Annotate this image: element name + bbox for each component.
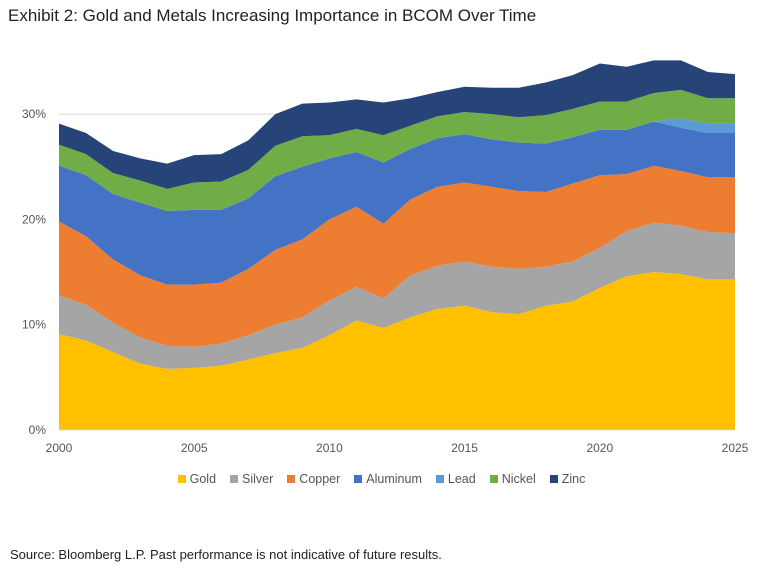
x-tick-label: 2005 — [181, 441, 208, 455]
legend-swatch — [435, 475, 444, 483]
x-tick-label: 2020 — [586, 441, 613, 455]
area-zinc — [59, 60, 735, 189]
legend-item-gold: Gold — [177, 472, 217, 486]
legend: Gold Silver Copper Aluminum Lead Nickel Zinc — [0, 472, 763, 486]
legend-label: Nickel — [501, 472, 536, 486]
x-tick-label: 2015 — [451, 441, 478, 455]
legend-swatch — [287, 475, 296, 483]
legend-item-zinc: Zinc — [549, 472, 586, 486]
area-copper — [59, 165, 735, 347]
legend-swatch — [230, 475, 239, 483]
legend-label: Gold — [189, 472, 217, 486]
legend-label: Zinc — [561, 472, 586, 486]
y-tick-label: 20% — [22, 212, 46, 226]
chart-area: 0% 10% 20% 30% 2000 2005 2010 2015 2020 2025 — [22, 60, 749, 455]
legend-label: Silver — [242, 472, 274, 486]
area-silver — [59, 222, 735, 369]
legend-swatch — [549, 475, 558, 483]
x-tick-label: 2010 — [316, 441, 343, 455]
source-note: Source: Bloomberg L.P. Past performance … — [10, 547, 442, 562]
legend-item-aluminum: Aluminum — [354, 472, 422, 486]
legend-item-silver: Silver — [230, 472, 273, 486]
legend-item-nickel: Nickel — [489, 472, 536, 486]
y-tick-label: 10% — [22, 318, 46, 332]
area-gold — [59, 272, 735, 430]
x-tick-label: 2000 — [46, 441, 73, 455]
area-aluminum — [59, 121, 735, 285]
y-tick-label: 30% — [22, 107, 46, 121]
chart-title: Exhibit 2: Gold and Metals Increasing Im… — [8, 6, 537, 25]
area-nickel — [59, 89, 735, 211]
legend-label: Aluminum — [366, 472, 422, 486]
y-tick-label: 0% — [29, 423, 47, 437]
legend-swatch — [354, 475, 363, 483]
legend-label: Lead — [447, 472, 476, 486]
legend-label: Copper — [299, 472, 341, 486]
x-tick-label: 2025 — [722, 441, 749, 455]
legend-item-lead: Lead — [435, 472, 476, 486]
legend-item-copper: Copper — [287, 472, 340, 486]
legend-swatch — [489, 475, 498, 483]
legend-swatch — [177, 475, 186, 483]
